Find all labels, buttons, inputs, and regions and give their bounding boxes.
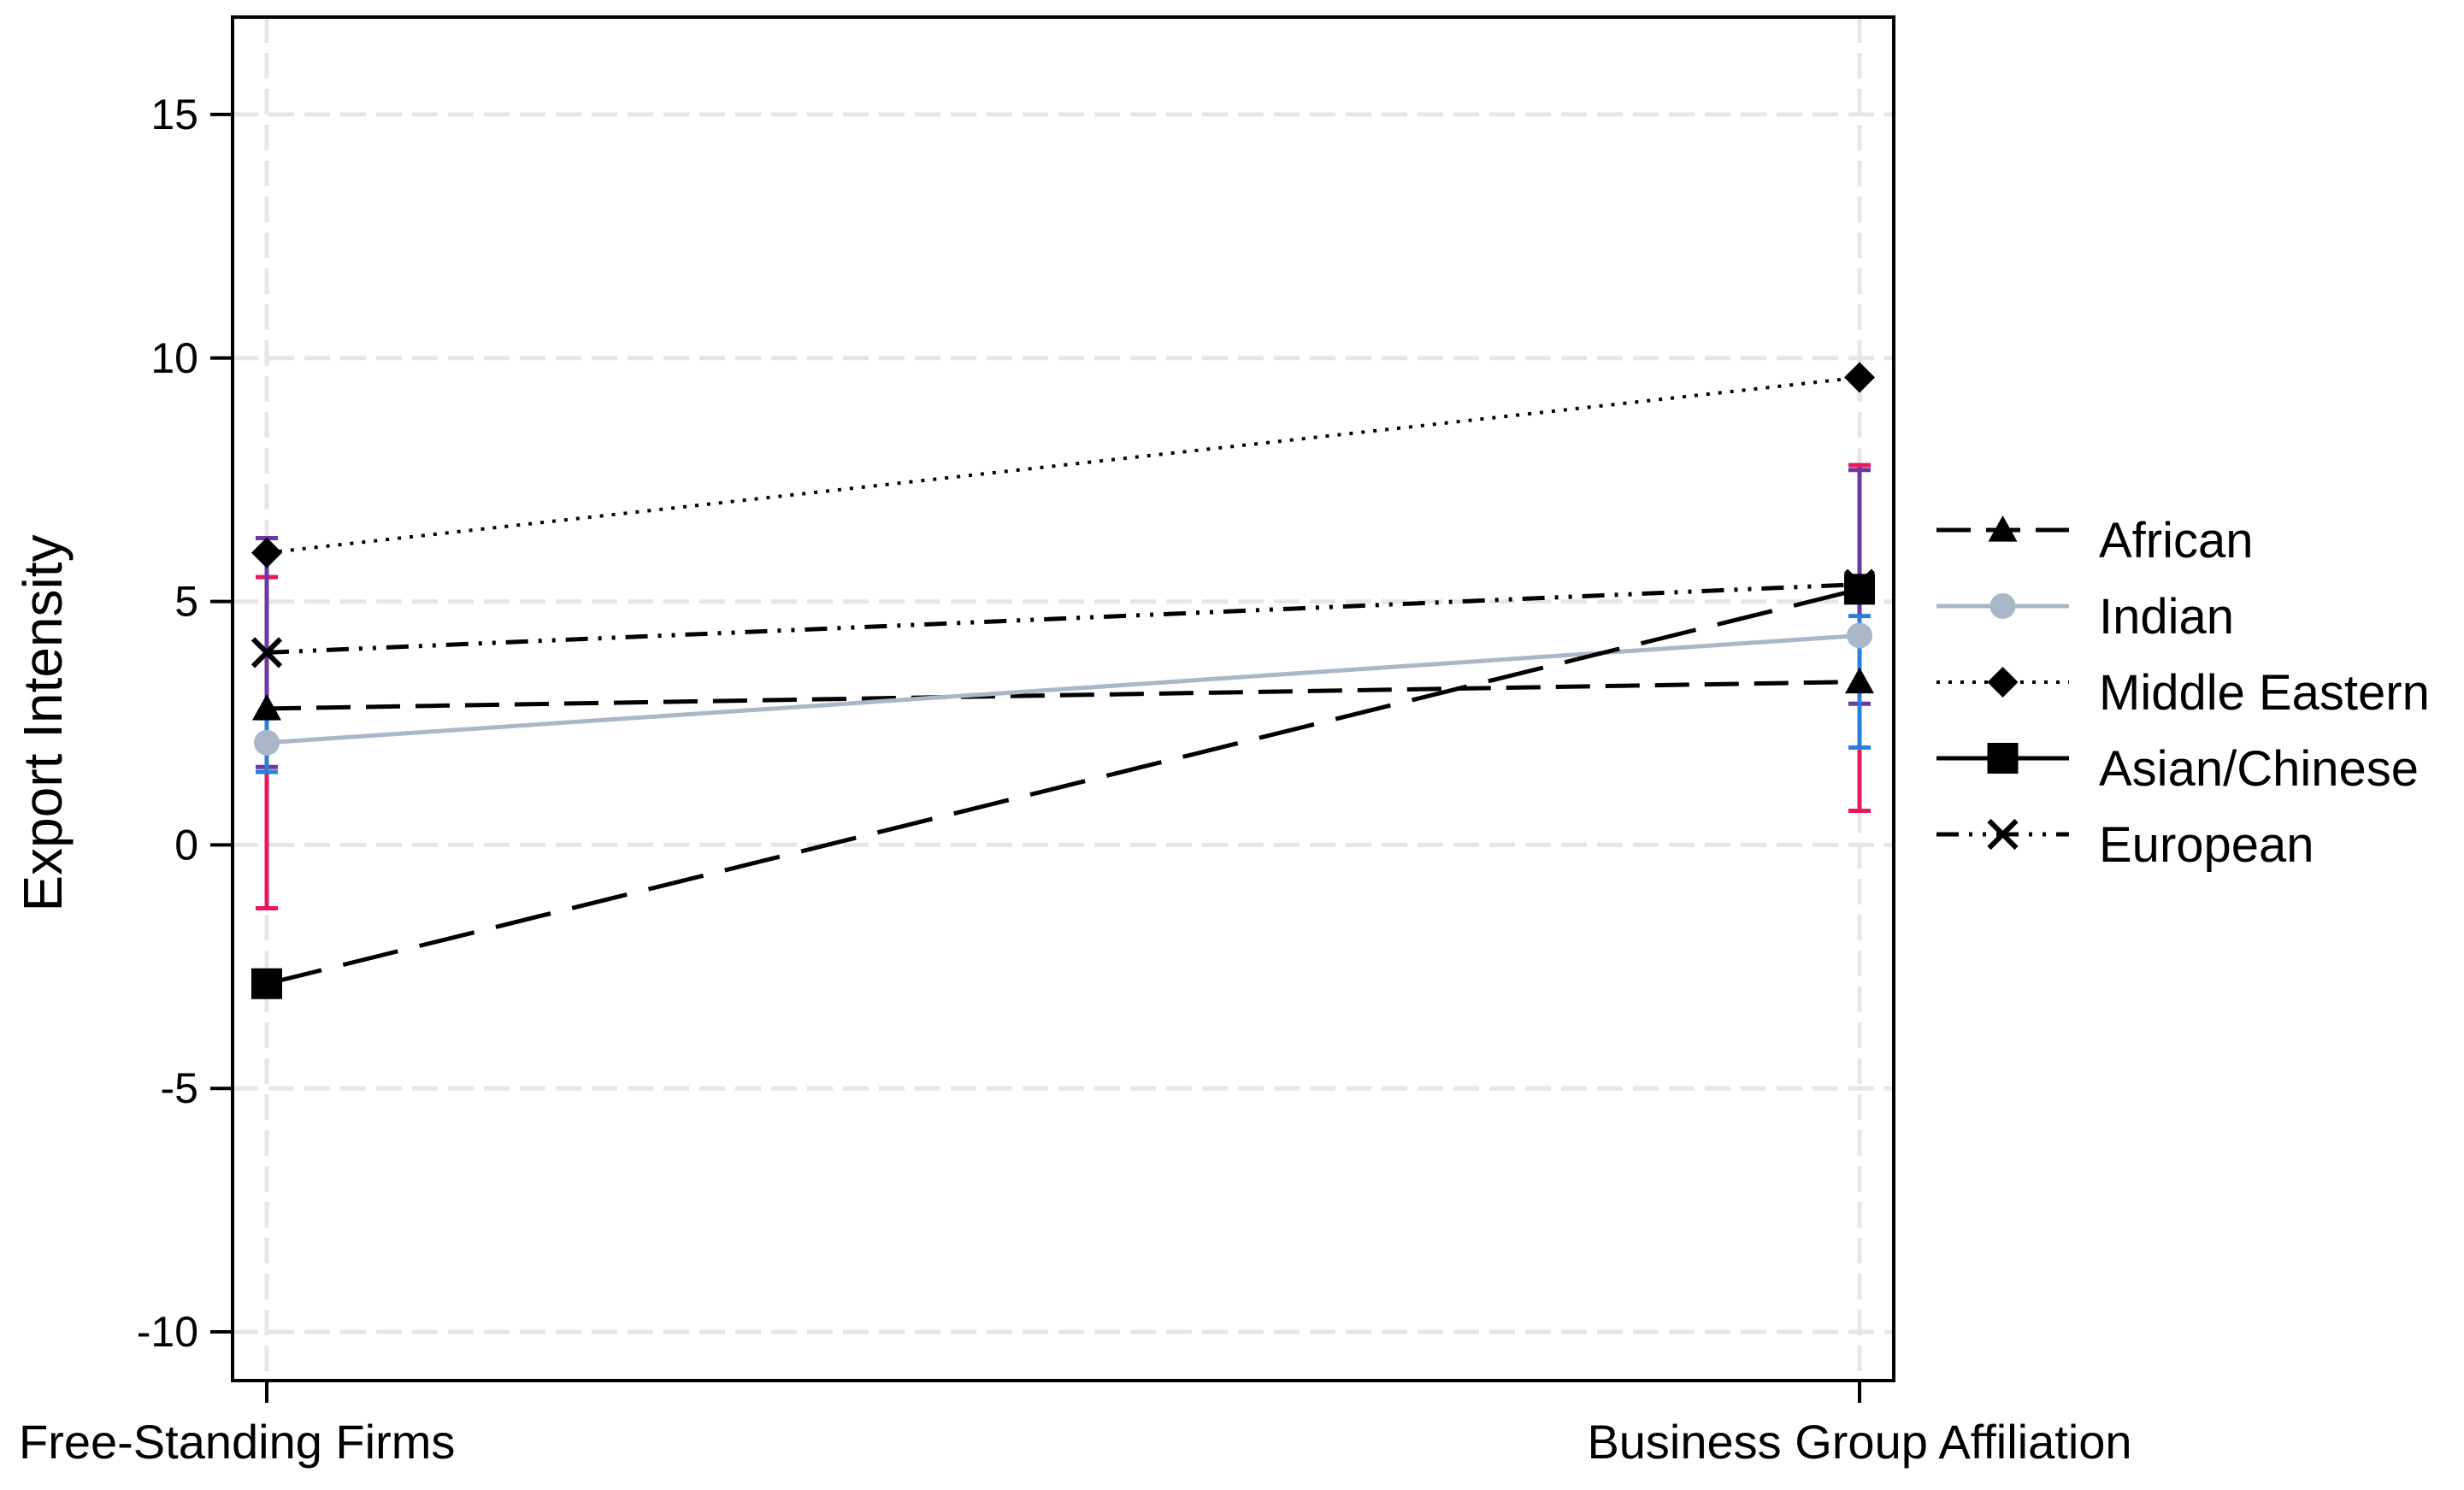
data-point <box>1844 574 1875 605</box>
data-point <box>254 729 280 756</box>
data-point <box>1843 568 1876 600</box>
x-tick-label: Business Group Affiliation <box>1587 1415 2131 1469</box>
legend-marker <box>1988 515 2018 542</box>
series-1 <box>254 622 1872 756</box>
y-tick-label: 5 <box>174 578 198 626</box>
legend-item: Middle Eastern <box>1936 665 2430 721</box>
marker-x-stroke <box>1987 818 2019 851</box>
legend: African Indian Middle Eastern Asian/Chinese… <box>1936 513 2430 873</box>
series-3 <box>251 574 1875 999</box>
legend-item: African <box>1936 513 2254 568</box>
series-line <box>266 582 1860 655</box>
series-group <box>251 362 1876 999</box>
legend-marker <box>1987 743 2019 774</box>
legend-label: African <box>2099 513 2254 568</box>
data-point <box>252 693 281 721</box>
legend-label: Asian/Chinese <box>2099 741 2419 797</box>
legend-marker <box>1989 593 2016 619</box>
data-point <box>1847 622 1872 649</box>
y-tick-label: 10 <box>150 334 198 382</box>
y-tick-label: 15 <box>150 91 198 138</box>
series-line <box>266 680 1860 711</box>
marker-x-stroke <box>1843 568 1876 600</box>
legend-item: Asian/Chinese <box>1936 741 2419 797</box>
legend-marker <box>1987 667 2019 698</box>
grid <box>233 17 1894 1381</box>
y-axis-label: Export Intensity <box>12 534 74 911</box>
data-point <box>1844 362 1875 393</box>
series-2 <box>251 362 1875 568</box>
legend-label: Indian <box>2099 589 2234 645</box>
series-line <box>266 633 1860 745</box>
plot-frame <box>231 15 1895 1382</box>
data-point <box>251 537 282 568</box>
legend-item: Indian <box>1936 589 2234 645</box>
legend-label: Middle Eastern <box>2099 665 2430 721</box>
data-point <box>251 968 282 999</box>
data-point <box>251 637 283 668</box>
data-point <box>1845 667 1874 694</box>
y-tick-label: 0 <box>174 821 198 869</box>
series-line <box>266 375 1860 555</box>
series-0 <box>252 667 1874 721</box>
x-tick-label: Free-Standing Firms <box>19 1415 455 1469</box>
legend-item: European <box>1936 817 2314 873</box>
y-tick-label: -5 <box>161 1064 198 1112</box>
y-tick-label: -10 <box>137 1308 198 1356</box>
series-line <box>266 586 1860 986</box>
legend-marker <box>1987 818 2019 851</box>
axes: -10 -5 0 5 10 15 Free-Standing Firms Business G… <box>12 15 2132 1469</box>
series-4 <box>251 568 1876 668</box>
marker-x-stroke <box>251 637 283 668</box>
legend-label: European <box>2099 817 2314 873</box>
